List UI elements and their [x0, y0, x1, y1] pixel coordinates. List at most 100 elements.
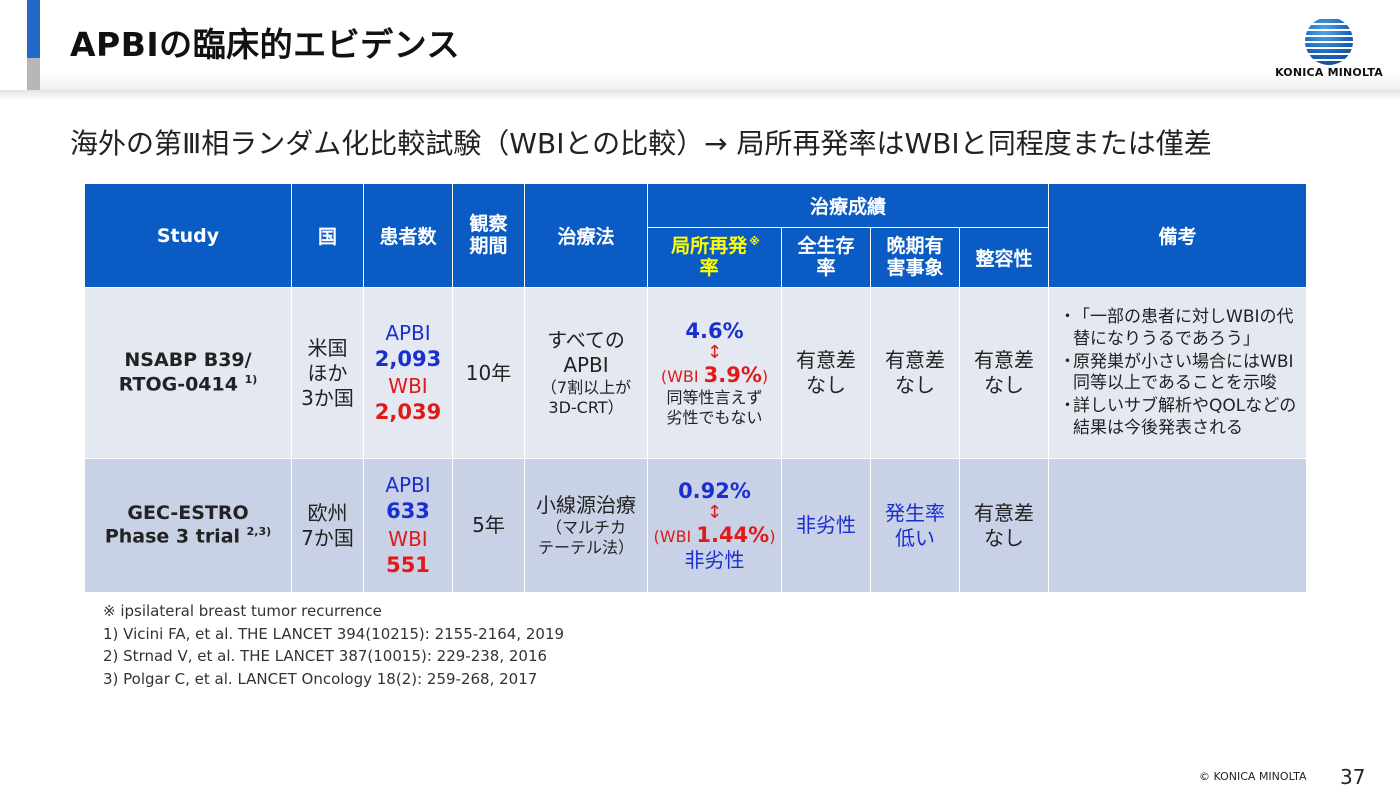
remark-text: 原発巣が小さい場合にはWBI同等以上であることを示唆	[1073, 351, 1294, 393]
recurrence-apbi: 0.92%	[678, 478, 751, 503]
treatment-line: すべての	[547, 328, 625, 352]
recurrence-apbi: 4.6%	[685, 318, 744, 343]
bullet-icon: ・	[1059, 307, 1077, 328]
recurrence-wbi: (WBI 3.9%)	[648, 362, 781, 388]
overall-survival-line: 非劣性	[796, 513, 856, 537]
apbi-label: APBI	[385, 473, 431, 498]
up-down-arrow-icon: ↕	[706, 342, 723, 363]
header-overall-survival: 全生存率	[781, 227, 871, 288]
recurrence-wbi-suffix: )	[769, 527, 776, 546]
recurrence-note: 同等性言えず	[666, 388, 763, 408]
header-local-recurrence: 局所再発率※	[647, 227, 782, 288]
study-cell: NSABP B39/ RTOG-0414 1)	[84, 287, 292, 459]
footnote: 3) Polgar C, et al. LANCET Oncology 18(2…	[103, 669, 538, 688]
country-line: ほか	[307, 360, 348, 385]
study-reference: 2,3)	[246, 525, 272, 539]
country-line: 3か国	[301, 385, 354, 410]
page-number: 37	[1340, 765, 1366, 789]
evidence-table: Study 国 患者数 観察期間 治療法 治療成績 備考 局所再発率※ 全生存率…	[84, 183, 1308, 593]
study-name-line2: Phase 3 trial	[104, 525, 241, 548]
header-band	[40, 0, 1400, 92]
up-down-arrow-icon: ↕	[706, 502, 723, 523]
study-name-line2: RTOG-0414	[118, 373, 238, 396]
cosmetic-line: なし	[984, 373, 1024, 397]
recurrence-wbi-value: 1.44%	[696, 523, 770, 547]
recurrence-wbi-value: 3.9%	[703, 363, 762, 387]
cosmetic-cell: 有意差 なし	[958, 458, 1050, 593]
study-cell: GEC-ESTRO Phase 3 trial 2,3)	[84, 458, 292, 593]
late-adverse-line: 発生率	[885, 500, 945, 525]
recurrence-note: 非劣性	[684, 548, 745, 573]
late-adverse-cell: 有意差 なし	[870, 287, 960, 459]
late-adverse-line: 有意差	[885, 348, 945, 372]
treatment-line: APBI	[563, 353, 609, 377]
apbi-count: 633	[386, 499, 430, 524]
remark-text: 「一部の患者に対しWBIの代替になりうるであろう」	[1073, 307, 1294, 349]
konica-minolta-logo: KONICA MINOLTA	[1272, 14, 1386, 84]
header-follow-up: 観察期間	[452, 183, 525, 288]
local-recurrence-cell: 4.6% ↕ (WBI 3.9%) 同等性言えず 劣性でもない	[647, 287, 782, 459]
wbi-label: WBI	[388, 526, 428, 551]
header-treatment: 治療法	[524, 183, 648, 288]
study-name-line2-wrap: Phase 3 trial 2,3)	[85, 525, 291, 549]
study-name-line2-wrap: RTOG-0414 1)	[85, 373, 291, 397]
late-adverse-line: 低い	[895, 525, 935, 550]
title-accent-bar-gray	[27, 58, 40, 90]
wbi-count: 551	[386, 552, 430, 577]
header-cosmetic: 整容性	[958, 227, 1050, 288]
overall-survival-line: なし	[806, 373, 846, 397]
header-overall-survival-text: 全生存率	[797, 234, 855, 279]
country-cell: 欧州 7か国	[291, 458, 364, 593]
treatment-cell: 小線源治療 （マルチカ テーテル法）	[524, 458, 648, 593]
treatment-line: （マルチカ	[545, 518, 626, 537]
overall-survival-cell: 有意差 なし	[781, 287, 871, 459]
cosmetic-line: なし	[984, 525, 1024, 550]
header-patients: 患者数	[363, 183, 453, 288]
header-outcomes-group: 治療成績	[646, 183, 1050, 228]
recurrence-wbi: (WBI 1.44%)	[648, 522, 781, 548]
cosmetic-line: 有意差	[974, 348, 1034, 372]
overall-survival-cell: 非劣性	[781, 458, 871, 593]
remarks-cell	[1048, 458, 1308, 593]
local-recurrence-cell: 0.92% ↕ (WBI 1.44%) 非劣性	[647, 458, 782, 593]
footnotes: ※ ipsilateral breast tumor recurrence 1)…	[103, 600, 564, 690]
country-cell: 米国 ほか 3か国	[291, 287, 364, 459]
header-shadow	[0, 90, 1400, 100]
footnote: ※ ipsilateral breast tumor recurrence	[103, 602, 382, 620]
country-line: 米国	[307, 335, 348, 360]
country-line: 7か国	[301, 525, 354, 550]
apbi-count: 2,093	[374, 346, 442, 371]
treatment-line: （7割以上が	[540, 378, 632, 397]
table-row: GEC-ESTRO Phase 3 trial 2,3) 欧州 7か国 APBI…	[84, 458, 1308, 593]
recurrence-footnote-mark: ※	[749, 234, 760, 248]
late-adverse-line: なし	[895, 373, 935, 397]
recurrence-wbi-prefix: (WBI	[653, 527, 697, 546]
header-late-adverse-text: 晩期有害事象	[886, 234, 944, 279]
logo-text: KONICA MINOLTA	[1275, 66, 1383, 79]
treatment-cell: すべての APBI （7割以上が 3D-CRT）	[524, 287, 648, 459]
apbi-label: APBI	[385, 320, 431, 345]
copyright: © KONICA MINOLTA	[1199, 770, 1307, 783]
header-local-recurrence-text: 局所再発率	[671, 234, 748, 279]
recurrence-wbi-suffix: )	[761, 367, 769, 386]
header-study: Study	[84, 183, 292, 288]
recurrence-wbi-prefix: (WBI	[660, 367, 704, 386]
follow-up-cell: 10年	[452, 287, 525, 459]
study-reference: 1)	[244, 372, 258, 386]
treatment-line: テーテル法）	[537, 538, 634, 557]
title-accent-bar	[27, 0, 40, 58]
overall-survival-line: 有意差	[796, 348, 856, 372]
patients-cell: APBI 2,093 WBI 2,039	[363, 287, 453, 459]
header-country: 国	[291, 183, 364, 288]
wbi-count: 2,039	[374, 400, 442, 424]
country-line: 欧州	[307, 500, 348, 525]
remark-text: 詳しいサブ解析やQOLなどの結果は今後発表される	[1073, 396, 1297, 438]
globe-icon	[1305, 17, 1353, 65]
cosmetic-cell: 有意差 なし	[958, 287, 1050, 459]
cosmetic-line: 有意差	[974, 500, 1034, 525]
remarks-cell: ・「一部の患者に対しWBIの代替になりうるであろう」 ・原発巣が小さい場合にはW…	[1048, 287, 1308, 459]
treatment-line: 小線源治療	[536, 493, 636, 517]
footnote: 2) Strnad V, et al. THE LANCET 387(10015…	[103, 647, 548, 665]
wbi-label: WBI	[388, 374, 428, 398]
study-name-line1: GEC-ESTRO	[127, 501, 249, 524]
